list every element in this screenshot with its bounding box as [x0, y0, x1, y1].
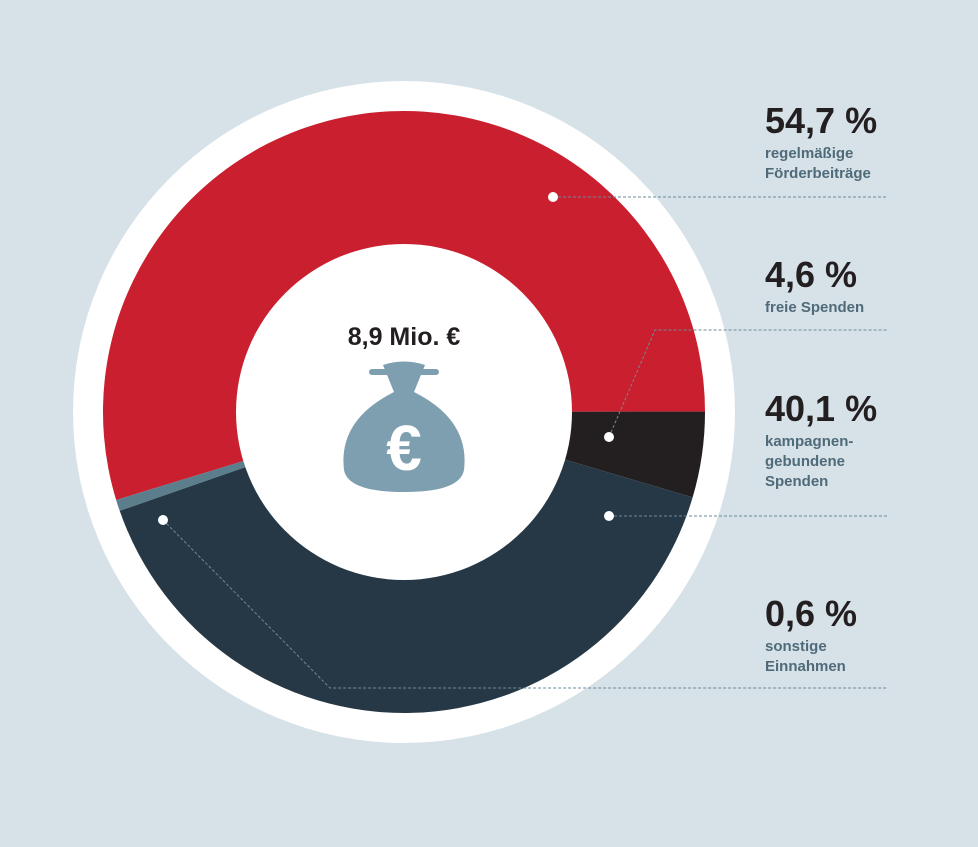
leader-line: [608, 329, 888, 438]
category-label: sonstige Einnahmen: [765, 638, 846, 675]
leader-dot: [158, 515, 168, 525]
value-label: 4,6 %: [765, 254, 857, 295]
leader-dot: [604, 432, 614, 442]
leader-dot: [548, 192, 558, 202]
money-bag-icon: €: [343, 361, 465, 492]
category-label: regelmäßige Förderbeiträge: [765, 145, 871, 182]
svg-text:€: €: [386, 412, 422, 484]
leader-line: [162, 519, 888, 689]
leader-dot: [604, 511, 614, 521]
value-label: 40,1 %: [765, 388, 877, 429]
value-label: 54,7 %: [765, 100, 877, 141]
category-label: kampagnen-gebundene Spenden: [765, 433, 853, 490]
center-label: 8,9 Mio. €: [348, 323, 461, 351]
value-label: 0,6 %: [765, 593, 857, 634]
category-label: freie Spenden: [765, 299, 864, 316]
